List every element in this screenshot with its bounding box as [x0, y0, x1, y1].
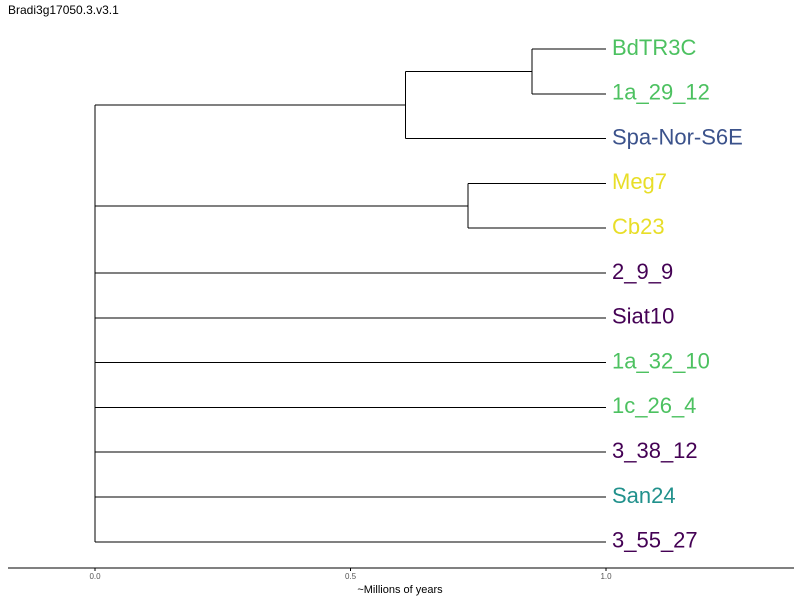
tip-label: BdTR3C [612, 35, 696, 60]
axis-tick-label: 0.0 [89, 572, 101, 581]
tip-label: Spa-Nor-S6E [612, 124, 743, 149]
tip-label: Cb23 [612, 214, 665, 239]
axis-tick-label: 1.0 [600, 572, 612, 581]
tree-branches [94, 48, 606, 543]
tip-label: 1a_32_10 [612, 348, 710, 373]
axis-ticks: 0.0 0.5 1.0 [89, 568, 612, 581]
tip-label: 3_38_12 [612, 438, 698, 463]
time-axis: 0.0 0.5 1.0 ~Millions of years [8, 567, 794, 596]
tip-label: San24 [612, 483, 676, 508]
axis-tick-label: 0.5 [345, 572, 357, 581]
tip-label: 2_9_9 [612, 259, 673, 284]
tip-label: 3_55_27 [612, 528, 698, 553]
tip-label: Siat10 [612, 304, 674, 329]
gene-title: Bradi3g17050.3.v3.1 [8, 3, 119, 17]
tip-label: Meg7 [612, 169, 667, 194]
tree-tip-labels: BdTR3C 1a_29_12 Spa-Nor-S6E Meg7 Cb23 2_9_9 Si… [612, 35, 743, 553]
axis-title: ~Millions of years [357, 584, 443, 596]
tip-label: 1c_26_4 [612, 393, 696, 418]
tip-label: 1a_29_12 [612, 80, 710, 105]
